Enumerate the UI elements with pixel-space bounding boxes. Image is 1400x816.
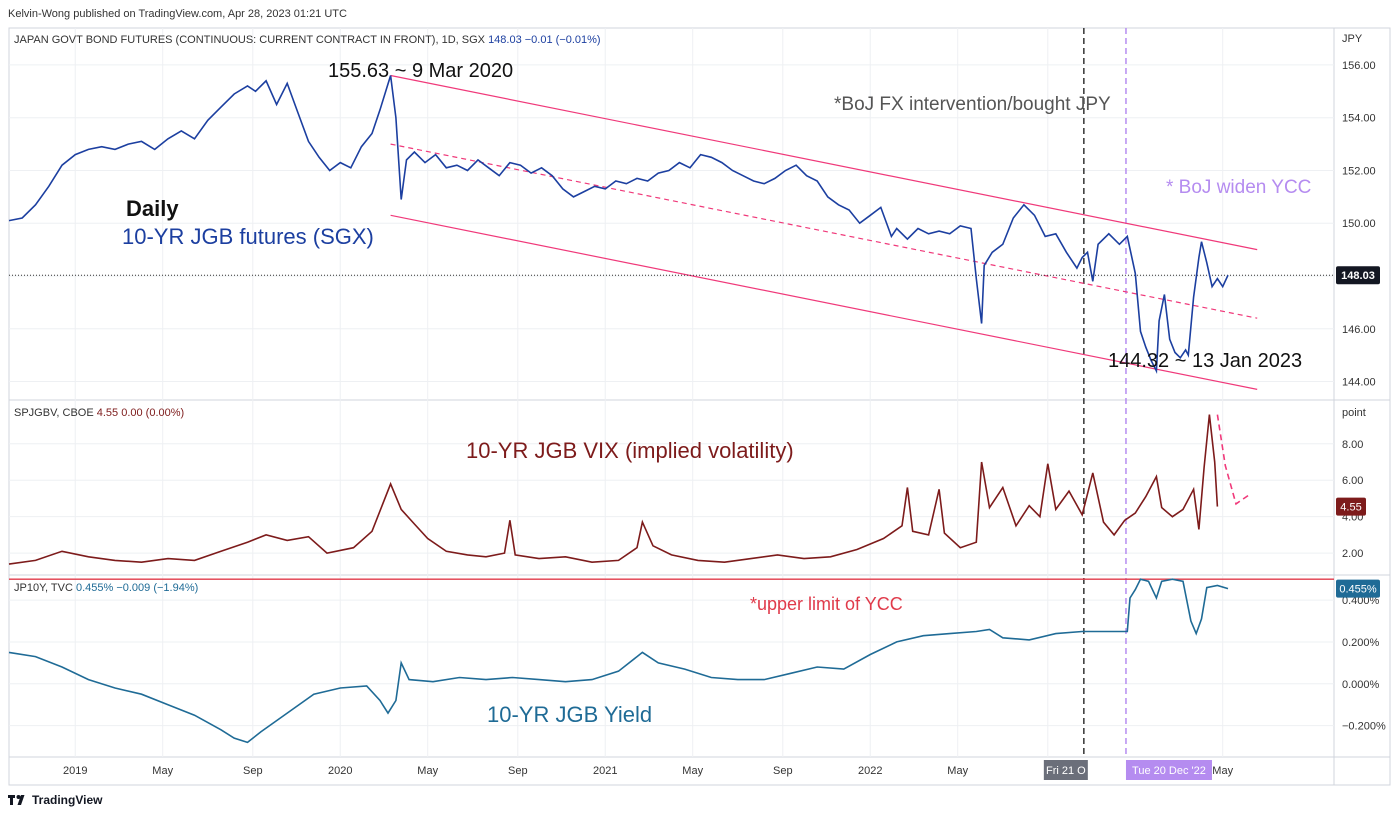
last-price-badge xyxy=(1336,497,1366,516)
y-tick-label: 0.400% xyxy=(1342,595,1380,607)
yield-header: JP10Y, TVC 0.455% −0.009 (−1.94%) xyxy=(14,582,198,594)
tradingview-logo-icon xyxy=(8,795,25,805)
futures-header: JAPAN GOVT BOND FUTURES (CONTINUOUS: CUR… xyxy=(14,34,601,46)
futures-title: 10-YR JGB futures (SGX) xyxy=(122,224,374,249)
annotation-boj-fx: *BoJ FX intervention/bought JPY xyxy=(834,94,1111,115)
last-price-badge xyxy=(1336,579,1380,598)
y-tick-label: 6.00 xyxy=(1342,475,1363,487)
x-tick-label: 2021 xyxy=(593,765,617,777)
vix-projection-line xyxy=(1216,414,1250,506)
y-axis-unit: JPY xyxy=(1342,33,1363,45)
last-price-label: 0.455% xyxy=(1339,584,1377,596)
x-tick-label: May xyxy=(152,765,173,777)
x-tick-label: 2019 xyxy=(63,765,87,777)
publisher-line: Kelvin-Wong published on TradingView.com… xyxy=(8,8,347,20)
vix-header: SPJGBV, CBOE 4.55 0.00 (0.00%) xyxy=(14,407,184,419)
y-axis-unit: point xyxy=(1342,407,1366,419)
vix-series-line xyxy=(8,414,1219,565)
last-price-badge xyxy=(1336,266,1380,285)
x-tick-label: Sep xyxy=(508,765,528,777)
y-tick-label: 146.00 xyxy=(1342,324,1376,336)
y-tick-label: 156.00 xyxy=(1342,60,1376,72)
x-axis-marker-label: Tue 20 Dec '22 xyxy=(1132,765,1206,777)
ycc-label: *upper limit of YCC xyxy=(750,594,903,614)
futures-series-line xyxy=(8,75,1229,375)
annotation-high: 155.63 ~ 9 Mar 2020 xyxy=(328,60,513,82)
x-axis-marker-label: Fri 21 O xyxy=(1046,765,1086,777)
y-tick-label: 154.00 xyxy=(1342,113,1376,125)
x-axis-marker-badge[interactable] xyxy=(1043,760,1088,780)
x-axis-marker-badge[interactable] xyxy=(1125,760,1212,780)
y-tick-label: 144.00 xyxy=(1342,377,1376,389)
yield-series-line xyxy=(8,578,1229,744)
y-tick-label: 150.00 xyxy=(1342,218,1376,230)
last-price-label: 148.03 xyxy=(1341,270,1375,282)
yield-title: 10-YR JGB Yield xyxy=(487,702,652,727)
y-tick-label: 152.00 xyxy=(1342,165,1376,177)
tradingview-brand[interactable]: TradingView xyxy=(8,793,102,807)
channel-mid-line xyxy=(390,143,1258,319)
vix-title: 10-YR JGB VIX (implied volatility) xyxy=(466,438,794,463)
y-tick-label: −0.200% xyxy=(1342,721,1386,733)
x-tick-label: Sep xyxy=(243,765,263,777)
timeframe-label: Daily xyxy=(126,196,179,221)
x-tick-label: May xyxy=(947,765,968,777)
x-tick-label: 2022 xyxy=(858,765,882,777)
last-price-label: 4.55 xyxy=(1340,502,1361,514)
tradingview-brand-label: TradingView xyxy=(32,793,103,807)
y-tick-label: 0.000% xyxy=(1342,679,1380,691)
x-tick-label: May xyxy=(1212,765,1233,777)
channel-lower-line xyxy=(390,214,1258,390)
channel-upper-line xyxy=(390,74,1258,251)
annotation-low: 144.32 ~ 13 Jan 2023 xyxy=(1108,350,1302,372)
x-tick-label: Sep xyxy=(773,765,793,777)
y-tick-label: 8.00 xyxy=(1342,439,1363,451)
annotation-boj-ycc: * BoJ widen YCC xyxy=(1166,177,1311,198)
x-tick-label: 2020 xyxy=(328,765,352,777)
x-tick-label: May xyxy=(682,765,703,777)
chart-frame xyxy=(8,27,1391,786)
y-tick-label: 2.00 xyxy=(1342,548,1363,560)
y-tick-label: 0.200% xyxy=(1342,637,1380,649)
x-tick-label: May xyxy=(417,765,438,777)
